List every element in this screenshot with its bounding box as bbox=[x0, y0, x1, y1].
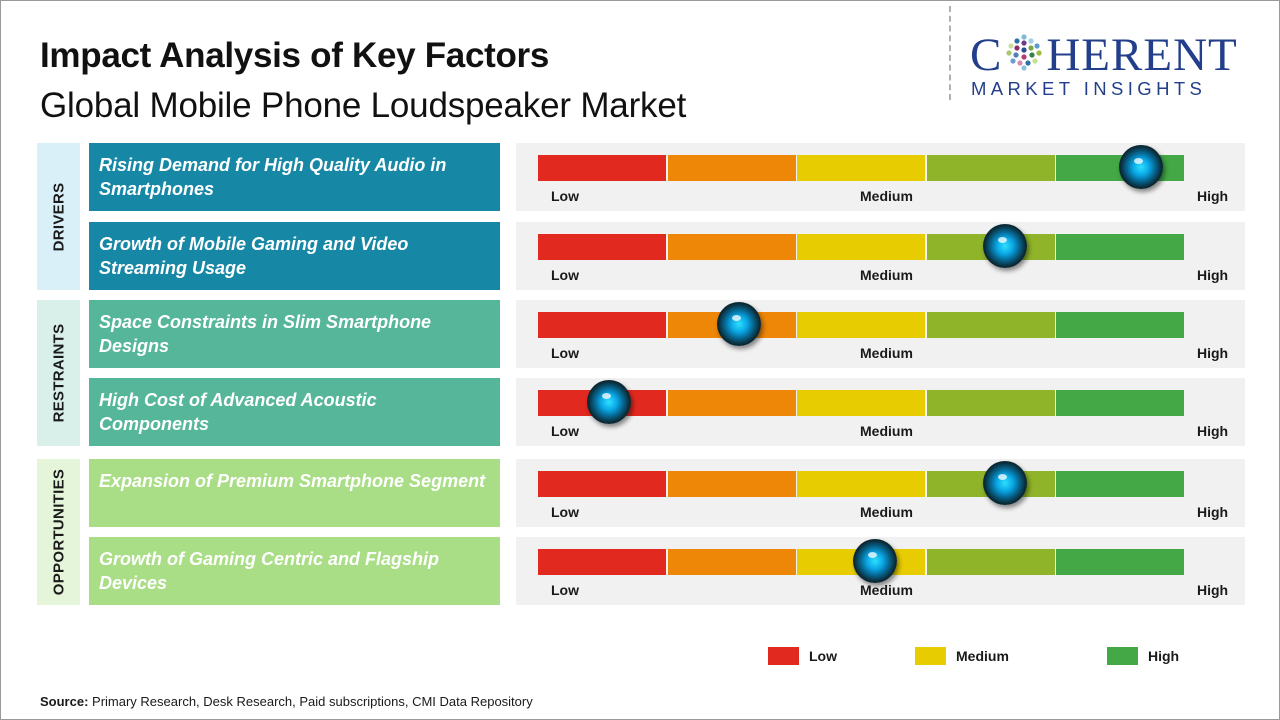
source-note: Source: Primary Research, Desk Research,… bbox=[40, 694, 533, 709]
gauge-segment-mid-high bbox=[926, 155, 1055, 181]
gauge-segment-low-mid bbox=[667, 549, 796, 575]
category-opportunities: OPPORTUNITIES bbox=[37, 459, 80, 605]
category-restraints: RESTRAINTS bbox=[37, 300, 80, 446]
gauge-tick-high: High bbox=[1197, 345, 1229, 361]
gauge-segment-medium bbox=[797, 390, 926, 416]
gauge-segment-medium bbox=[797, 471, 926, 497]
source-text: Primary Research, Desk Research, Paid su… bbox=[88, 694, 533, 709]
gauge-segment-medium bbox=[797, 155, 926, 181]
logo-mosaic-icon bbox=[1005, 33, 1043, 80]
impact-gauge: Low Medium High bbox=[516, 378, 1245, 446]
gauge-tick-low: Low bbox=[551, 582, 579, 598]
gauge-tick-med: Medium bbox=[860, 582, 913, 598]
gauge-segment-low-mid bbox=[667, 471, 796, 497]
impact-marker bbox=[587, 380, 632, 424]
gauge-segment-low-mid bbox=[667, 390, 796, 416]
brand-tagline: MARKET INSIGHTS bbox=[971, 78, 1207, 99]
gauge-segment-mid-high bbox=[926, 549, 1055, 575]
gauge-tick-high: High bbox=[1197, 582, 1229, 598]
gauge-tick-med: Medium bbox=[860, 423, 913, 439]
gauge-tick-low: Low bbox=[551, 504, 579, 520]
gauge-segment-high bbox=[1056, 234, 1185, 260]
gauge-segment-mid-high bbox=[926, 390, 1055, 416]
impact-marker bbox=[1118, 145, 1163, 189]
impact-marker bbox=[852, 539, 897, 583]
impact-gauge: Low Medium High bbox=[516, 222, 1245, 290]
brand-logo: C HERENT bbox=[970, 32, 1238, 83]
impact-marker bbox=[982, 224, 1027, 268]
gauge-tick-low: Low bbox=[551, 345, 579, 361]
factor-label: Growth of Mobile Gaming and Video Stream… bbox=[89, 222, 500, 290]
page-subtitle: Global Mobile Phone Loudspeaker Market bbox=[40, 86, 687, 125]
gauge-segment-low bbox=[538, 471, 667, 497]
gauge-segment-low-mid bbox=[667, 234, 796, 260]
gauge-tick-low: Low bbox=[551, 188, 579, 204]
gauge-segment-low bbox=[538, 549, 667, 575]
gauge-tick-low: Low bbox=[551, 267, 579, 283]
gauge-tick-high: High bbox=[1197, 267, 1229, 283]
gauge-segment-mid-high bbox=[926, 312, 1055, 338]
factor-label: High Cost of Advanced Acoustic Component… bbox=[89, 378, 500, 446]
legend-swatch-medium bbox=[915, 647, 946, 665]
gauge-tick-med: Medium bbox=[860, 188, 913, 204]
gauge-segment-low bbox=[538, 155, 667, 181]
gauge-segment-low bbox=[538, 234, 667, 260]
gauge-segment-medium bbox=[797, 234, 926, 260]
logo-separator bbox=[949, 6, 951, 100]
factor-label: Rising Demand for High Quality Audio in … bbox=[89, 143, 500, 211]
factor-label: Growth of Gaming Centric and Flagship De… bbox=[89, 537, 500, 605]
impact-gauge: Low Medium High bbox=[516, 537, 1245, 605]
gauge-tick-med: Medium bbox=[860, 504, 913, 520]
category-label: OPPORTUNITIES bbox=[50, 468, 67, 596]
page-title: Impact Analysis of Key Factors bbox=[40, 36, 550, 75]
factor-label: Expansion of Premium Smartphone Segment bbox=[89, 459, 500, 527]
gauge-segment-high bbox=[1056, 471, 1185, 497]
legend-label-medium: Medium bbox=[956, 648, 1009, 664]
legend-label-high: High bbox=[1148, 648, 1180, 664]
impact-gauge: Low Medium High bbox=[516, 300, 1245, 368]
gauge-tick-high: High bbox=[1197, 423, 1229, 439]
gauge-segment-low-mid bbox=[667, 155, 796, 181]
gauge-segment-low bbox=[538, 312, 667, 338]
category-label: RESTRAINTS bbox=[50, 323, 67, 423]
legend-swatch-high bbox=[1107, 647, 1138, 665]
category-label: DRIVERS bbox=[50, 182, 67, 251]
impact-marker bbox=[982, 461, 1027, 505]
gauge-segment-high bbox=[1056, 549, 1185, 575]
impact-gauge: Low Medium High bbox=[516, 459, 1245, 527]
gauge-tick-med: Medium bbox=[860, 345, 913, 361]
legend-swatch-low bbox=[768, 647, 799, 665]
gauge-segment-high bbox=[1056, 390, 1185, 416]
legend-label-low: Low bbox=[809, 648, 837, 664]
logo-letter-c: C bbox=[970, 29, 1003, 81]
gauge-tick-med: Medium bbox=[860, 267, 913, 283]
source-label: Source: bbox=[40, 694, 89, 709]
gauge-segment-medium bbox=[797, 312, 926, 338]
gauge-tick-low: Low bbox=[551, 423, 579, 439]
impact-marker bbox=[716, 302, 761, 346]
impact-gauge: Low Medium High bbox=[516, 143, 1245, 211]
gauge-tick-high: High bbox=[1197, 504, 1229, 520]
gauge-segment-high bbox=[1056, 312, 1185, 338]
logo-letters-herent: HERENT bbox=[1046, 29, 1238, 81]
factor-label: Space Constraints in Slim Smartphone Des… bbox=[89, 300, 500, 368]
category-drivers: DRIVERS bbox=[37, 143, 80, 290]
gauge-tick-high: High bbox=[1197, 188, 1229, 204]
